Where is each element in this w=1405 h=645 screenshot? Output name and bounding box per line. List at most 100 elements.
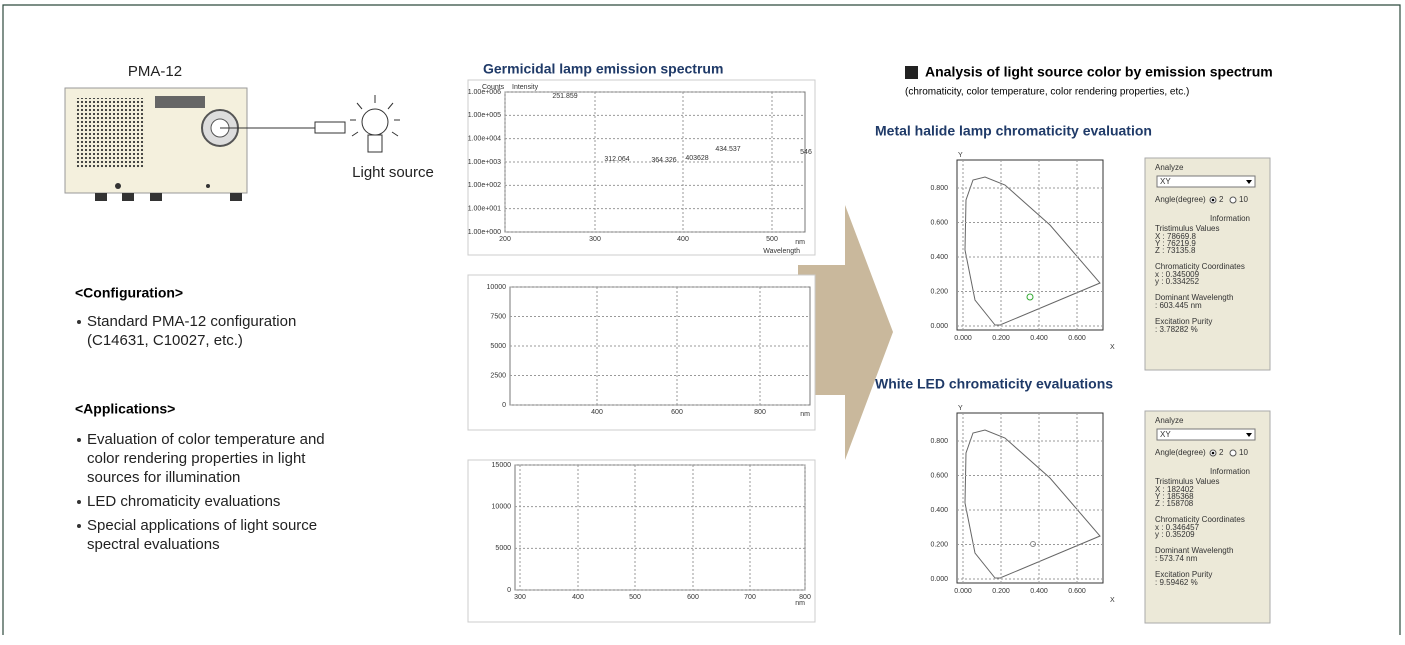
plot-area xyxy=(515,465,805,590)
panel-label: Angle(degree) xyxy=(1155,448,1206,457)
y-tick-label: 0.800 xyxy=(930,438,948,445)
y-axis-label: Y xyxy=(958,405,963,412)
y-tick-label: 5000 xyxy=(490,343,506,350)
bullet xyxy=(77,524,81,528)
x-tick-label: 0.000 xyxy=(954,588,972,595)
panel-label: Angle(degree) xyxy=(1155,195,1206,204)
radio-label: 2 xyxy=(1219,195,1224,204)
y-tick-label: 2500 xyxy=(490,372,506,379)
list-text: Standard PMA-12 configuration xyxy=(87,313,296,330)
y-axis-label: Y xyxy=(958,152,963,159)
x-unit: nm xyxy=(800,411,810,418)
list-text: LED chromaticity evaluations xyxy=(87,493,280,510)
panel-label: Information xyxy=(1210,214,1250,223)
dropdown xyxy=(1157,429,1255,440)
radio-dot xyxy=(1212,452,1215,455)
y-axis-sub: Intensity xyxy=(512,84,539,91)
y-tick-label: 0.400 xyxy=(930,254,948,261)
y-tick-label: 1.00e+000 xyxy=(468,229,501,236)
radio xyxy=(1230,197,1236,203)
y-tick-label: 1.00e+001 xyxy=(468,206,501,213)
x-axis-label: X xyxy=(1110,597,1115,604)
x-tick-label: 0.000 xyxy=(954,335,972,342)
x-tick-label: 500 xyxy=(629,594,641,601)
radio-dot xyxy=(1212,199,1215,202)
analysis-subheading: (chromaticity, color temperature, color … xyxy=(905,87,1189,98)
radio-label: 10 xyxy=(1239,448,1248,457)
peak-label: 251.859 xyxy=(552,93,577,100)
x-tick-label: 0.200 xyxy=(992,588,1010,595)
y-tick-label: 15000 xyxy=(492,462,512,469)
device-illustration xyxy=(65,88,400,201)
list-text: Evaluation of color temperature and xyxy=(87,431,325,448)
panel-text: : 9.59462 % xyxy=(1155,578,1198,587)
radio xyxy=(1230,450,1236,456)
chromaticity-point xyxy=(1027,294,1033,300)
panel-label: Information xyxy=(1210,467,1250,476)
device-label: PMA-12 xyxy=(128,63,182,80)
panel-text: : 573.74 nm xyxy=(1155,554,1198,563)
x-tick-label: 500 xyxy=(766,236,778,243)
y-tick-label: 0.200 xyxy=(930,541,948,548)
section-heading: <Applications> xyxy=(75,401,175,417)
x-tick-label: 400 xyxy=(572,594,584,601)
dropdown-value: XY xyxy=(1160,177,1171,186)
panel-text: Z : 158708 xyxy=(1155,499,1194,508)
x-tick-label: 600 xyxy=(671,409,683,416)
list-text: spectral evaluations xyxy=(87,536,220,553)
y-tick-label: 10000 xyxy=(487,284,507,291)
y-tick-label: 0.600 xyxy=(930,219,948,226)
bullet xyxy=(77,438,81,442)
x-unit: nm xyxy=(795,239,805,246)
x-tick-label: 0.600 xyxy=(1068,588,1086,595)
list-text: color rendering properties in light xyxy=(87,450,306,467)
radio-label: 10 xyxy=(1239,195,1248,204)
panel-text: y : 0.334252 xyxy=(1155,277,1200,286)
y-tick-label: 0.000 xyxy=(930,576,948,583)
panel-text: : 3.78282 % xyxy=(1155,325,1198,334)
evaluation-title: White LED chromaticity evaluations xyxy=(875,376,1113,392)
y-tick-label: 5000 xyxy=(495,545,511,552)
x-tick-label: 0.400 xyxy=(1030,335,1048,342)
x-tick-label: 400 xyxy=(677,236,689,243)
page: PMA-12 Light source <Configuration> <App… xyxy=(0,0,1405,645)
peak-label: 434.537 xyxy=(715,146,740,153)
peak-label: 546 xyxy=(800,149,812,156)
panel-label: Analyze xyxy=(1155,416,1184,425)
x-tick-label: 300 xyxy=(514,594,526,601)
radio-label: 2 xyxy=(1219,448,1224,457)
x-unit: nm xyxy=(795,600,805,607)
x-tick-label: 0.600 xyxy=(1068,335,1086,342)
heading-square xyxy=(905,66,918,79)
light-source-label: Light source xyxy=(352,164,434,181)
y-tick-label: 0.400 xyxy=(930,507,948,514)
peak-label: 312.064 xyxy=(604,156,629,163)
y-axis-label: Counts xyxy=(482,84,505,91)
evaluation-title: Metal halide lamp chromaticity evaluatio… xyxy=(875,123,1152,139)
x-tick-label: 200 xyxy=(499,236,511,243)
list-text: (C14631, C10027, etc.) xyxy=(87,332,243,349)
x-tick-label: 300 xyxy=(589,236,601,243)
x-tick-label: 0.200 xyxy=(992,335,1010,342)
x-axis-label: Wavelength xyxy=(763,248,800,255)
y-tick-label: 1.00e+004 xyxy=(468,136,501,143)
dropdown xyxy=(1157,176,1255,187)
panel-label: Analyze xyxy=(1155,163,1184,172)
x-tick-label: 0.400 xyxy=(1030,588,1048,595)
x-tick-label: 700 xyxy=(744,594,756,601)
panel-text: Z : 73135.8 xyxy=(1155,246,1196,255)
x-tick-label: 400 xyxy=(591,409,603,416)
y-tick-label: 0.600 xyxy=(930,472,948,479)
y-tick-label: 7500 xyxy=(490,313,506,320)
list-text: sources for illumination xyxy=(87,469,240,486)
y-tick-label: 0.000 xyxy=(930,323,948,330)
dropdown-value: XY xyxy=(1160,430,1171,439)
panel-text: y : 0.35209 xyxy=(1155,530,1195,539)
spectrum-title: Germicidal lamp emission spectrum xyxy=(483,61,723,77)
bullet xyxy=(77,320,81,324)
y-tick-label: 1.00e+005 xyxy=(468,112,501,119)
y-tick-label: 0.200 xyxy=(930,288,948,295)
x-axis-label: X xyxy=(1110,344,1115,351)
list-text: Special applications of light source xyxy=(87,517,317,534)
bullet xyxy=(77,500,81,504)
